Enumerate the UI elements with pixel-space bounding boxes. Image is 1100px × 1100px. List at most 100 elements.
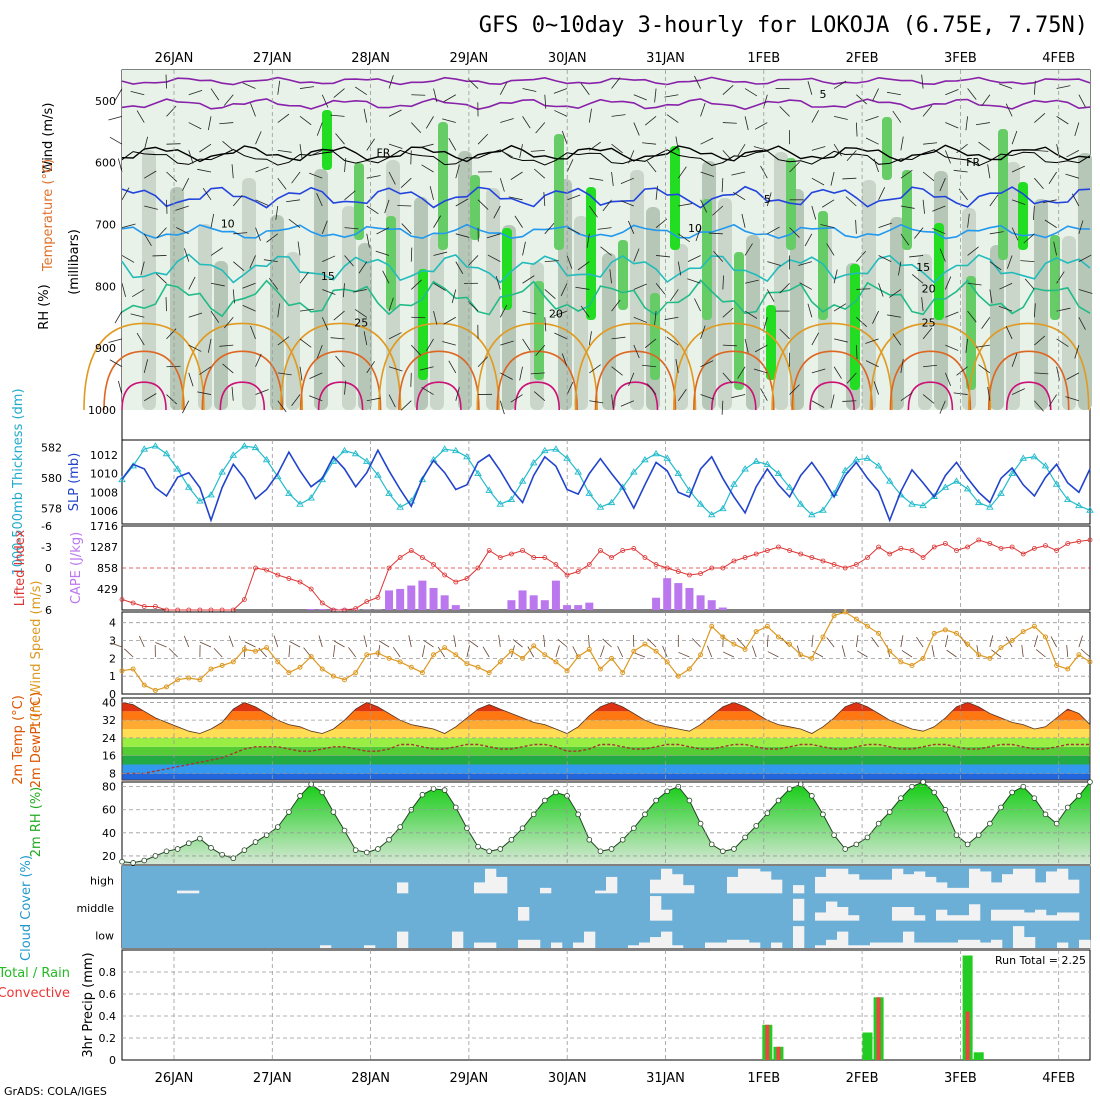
precip-convective-bar	[776, 1046, 781, 1060]
rh-shade	[1034, 199, 1048, 410]
cape-bar	[451, 605, 460, 610]
wind-speed-point	[920, 655, 926, 661]
li-point	[486, 548, 492, 553]
li-point	[909, 548, 915, 553]
cloud-bar-low	[661, 931, 673, 948]
wind-barb	[222, 141, 234, 151]
wind-speed-point	[275, 659, 281, 665]
cloud-bar-high	[1013, 868, 1025, 894]
cape-tick: 1287	[90, 541, 118, 554]
cape-bar	[718, 607, 727, 610]
wind-barb	[826, 243, 835, 256]
precip-convective-bar	[765, 1024, 770, 1060]
thickness-point	[362, 457, 371, 464]
wind-barb-10m	[871, 637, 879, 648]
wind-barb	[1011, 388, 1025, 395]
precip-tick: 0.4	[99, 1010, 117, 1023]
date-label-top: 29JAN	[450, 51, 489, 66]
wind-barb	[140, 261, 145, 276]
wind-barb	[1011, 130, 1018, 145]
li-point	[820, 558, 826, 564]
wind-barb	[987, 386, 991, 401]
wind-speed-point	[609, 655, 615, 661]
wind-barb	[967, 282, 982, 286]
thickness-slp-panel: 578 580 582 1006 1008 1010 1012	[41, 439, 1094, 525]
rh-point	[464, 825, 470, 831]
date-label-top: 27JAN	[253, 51, 292, 66]
thickness-point	[874, 462, 883, 469]
li-point	[876, 544, 881, 550]
wind-barb	[358, 261, 368, 274]
rh-point	[975, 832, 982, 838]
wind-barb	[210, 282, 225, 287]
wind-barb	[242, 305, 256, 312]
wind-barb	[117, 158, 123, 173]
rh-point	[274, 824, 281, 830]
li-point	[642, 555, 648, 560]
wind-barb	[911, 274, 924, 284]
wind-barb	[987, 164, 991, 179]
wind-barb-10m	[812, 650, 824, 658]
wind-barb	[577, 261, 590, 271]
rh-shade	[286, 252, 300, 410]
wind-speed-point	[497, 659, 503, 665]
wind-barb	[242, 82, 256, 89]
near-surface-contour	[201, 350, 284, 411]
cloud-bar-low	[881, 942, 893, 948]
thickness-point	[296, 500, 304, 507]
cape-bar	[518, 590, 527, 610]
cloud-bar-high	[947, 887, 959, 894]
cloud-bar-high	[485, 868, 497, 894]
wind-barb	[231, 164, 234, 179]
wind-barb	[766, 289, 775, 302]
rh-point	[786, 786, 793, 792]
rh-shade	[430, 234, 444, 410]
wind-barb	[967, 310, 977, 323]
wind-barb	[956, 366, 968, 376]
wind-barb-10m	[422, 645, 426, 658]
wind-barb	[197, 168, 212, 173]
wind-barb	[299, 308, 314, 312]
wind-barb	[299, 338, 312, 348]
wind-barb	[522, 88, 537, 92]
wind-barb	[1048, 171, 1057, 184]
wind-barb	[166, 328, 177, 340]
wind-barb	[443, 94, 456, 103]
rh-high-shade	[818, 211, 828, 320]
wind-barb-10m	[183, 635, 190, 648]
temp-band	[122, 702, 1090, 712]
rh-point	[486, 848, 492, 855]
wind-barb	[830, 171, 835, 186]
wind-barb	[433, 251, 448, 256]
wind-speed-point	[197, 677, 203, 683]
wind-barb-10m	[811, 635, 814, 648]
wind-barb	[865, 338, 879, 344]
thickness-point	[351, 449, 360, 457]
wind-barb	[846, 150, 857, 162]
wind-barb	[544, 94, 547, 109]
wind-speed-point	[876, 630, 882, 636]
wind-barb	[1034, 177, 1044, 190]
rh-shade	[746, 235, 760, 410]
slp-tick: 1008	[90, 486, 118, 499]
wind-barb-10m	[1033, 635, 1039, 648]
cloud-bar-high	[672, 874, 684, 894]
wind-barb	[873, 158, 879, 173]
rh-point	[653, 797, 659, 804]
wind-barb-10m	[991, 649, 1002, 658]
wind-speed-point	[141, 682, 147, 688]
li-point	[520, 548, 525, 553]
wind-barb	[291, 394, 301, 406]
cloud-bar-low	[771, 942, 783, 948]
thickness-point	[184, 483, 193, 490]
rh-point	[508, 836, 515, 843]
wind-barb	[500, 372, 513, 380]
slp-tick: 1010	[90, 468, 118, 481]
rh-shade	[602, 253, 616, 410]
cloud-bar-low	[947, 942, 959, 948]
cape-li-ylabels: Lifted Index CAPE (J/kg)	[13, 529, 84, 606]
wind-barb-10m	[841, 645, 846, 658]
cape-bar	[407, 585, 416, 610]
wind-tick: 3	[109, 635, 116, 648]
cloud-bar-high	[1057, 868, 1069, 894]
